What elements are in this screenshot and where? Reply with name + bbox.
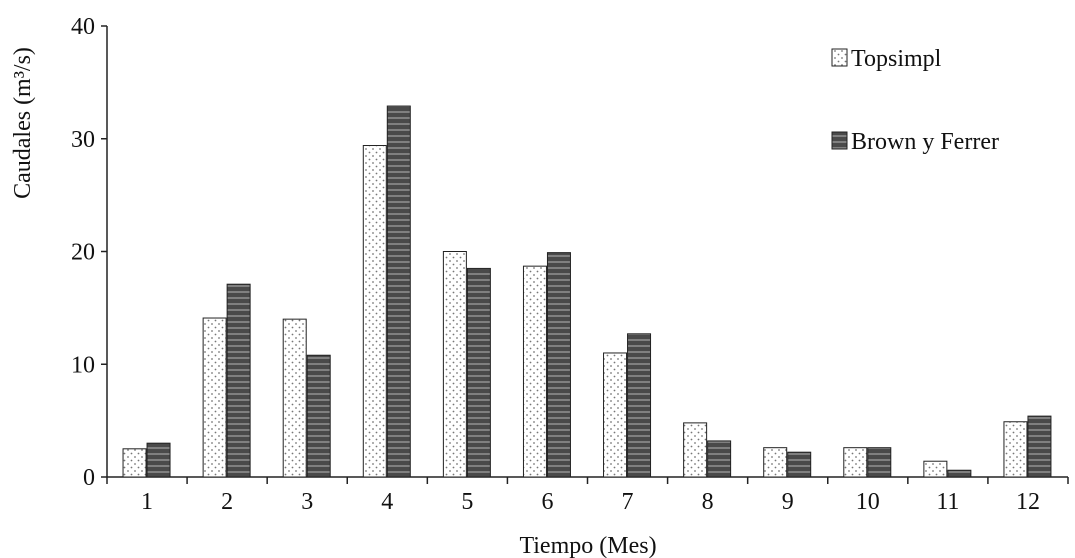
bar-brown-y-ferrer-1 <box>146 442 171 478</box>
y-tick-label: 0 <box>83 465 95 491</box>
x-tick-label: 5 <box>461 489 473 515</box>
bar-brown-y-ferrer-6 <box>546 252 571 478</box>
x-axis-ticks: 1 2 3 4 5 6 7 8 9 10 11 12 <box>106 477 1069 515</box>
x-tick-label: 3 <box>301 489 313 515</box>
bar-brown-y-ferrer-4 <box>386 105 411 478</box>
legend: Topsimpl Brown y Ferrer <box>831 46 999 155</box>
bar-brown-y-ferrer-7 <box>627 333 652 478</box>
bar-topsimpl-3 <box>282 318 307 478</box>
y-tick-label: 30 <box>71 127 95 153</box>
bar-topsimpl-11 <box>923 460 948 478</box>
y-tick-label: 40 <box>71 14 95 40</box>
bar-topsimpl-9 <box>763 447 788 478</box>
bar-brown-y-ferrer-2 <box>226 283 251 478</box>
bar-topsimpl-4 <box>362 145 387 478</box>
bar-topsimpl-8 <box>683 422 708 478</box>
y-axis-ticks: 0 10 20 30 40 <box>71 14 107 491</box>
bars <box>122 105 1052 478</box>
bar-topsimpl-5 <box>442 251 467 478</box>
legend-swatch-brown-y-ferrer <box>831 131 848 150</box>
x-tick-label: 8 <box>702 489 714 515</box>
x-tick-label: 6 <box>541 489 553 515</box>
x-tick-label: 2 <box>221 489 233 515</box>
bar-topsimpl-7 <box>603 352 628 478</box>
bar-brown-y-ferrer-3 <box>306 354 331 478</box>
bar-brown-y-ferrer-8 <box>707 440 732 478</box>
x-tick-label: 4 <box>381 489 393 515</box>
bar-topsimpl-6 <box>522 265 547 478</box>
legend-swatch-topsimpl <box>831 48 848 67</box>
y-tick-label: 10 <box>71 352 95 378</box>
x-tick-label: 10 <box>856 489 880 515</box>
x-tick-label: 1 <box>141 489 153 515</box>
x-tick-label: 11 <box>936 489 959 515</box>
bar-brown-y-ferrer-9 <box>787 451 812 478</box>
x-tick-label: 7 <box>622 489 634 515</box>
x-axis-title: Tiempo (Mes) <box>519 533 656 558</box>
bar-brown-y-ferrer-11 <box>947 469 972 478</box>
bar-topsimpl-2 <box>202 317 227 478</box>
bar-topsimpl-1 <box>122 448 147 478</box>
legend-label-brown-y-ferrer: Brown y Ferrer <box>851 129 999 155</box>
bar-topsimpl-12 <box>1003 421 1028 478</box>
bar-brown-y-ferrer-10 <box>867 447 892 478</box>
y-tick-label: 20 <box>71 240 95 266</box>
legend-label-topsimpl: Topsimpl <box>851 46 942 72</box>
x-tick-label: 12 <box>1016 489 1040 515</box>
bar-topsimpl-10 <box>843 447 868 478</box>
x-tick-label: 9 <box>782 489 794 515</box>
bar-brown-y-ferrer-12 <box>1027 415 1052 478</box>
bar-brown-y-ferrer-5 <box>466 267 491 478</box>
axes <box>106 26 1068 478</box>
y-axis-title: Caudales (m³/s) <box>10 47 36 199</box>
